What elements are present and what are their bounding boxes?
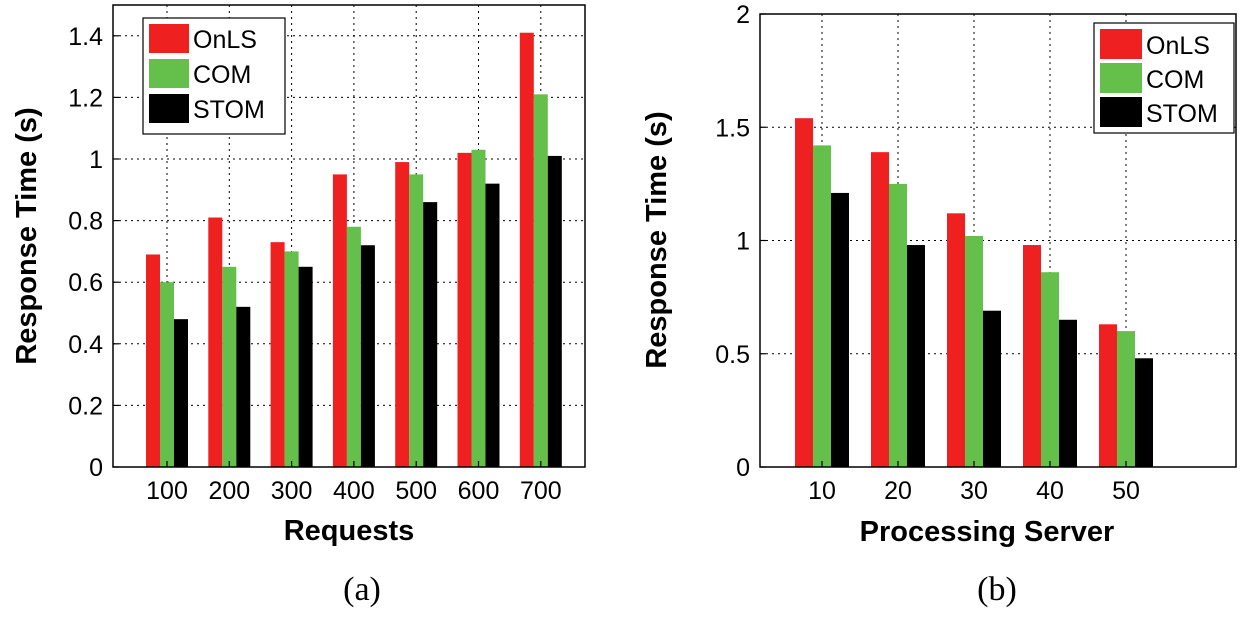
chart-a-legend-label-onls: OnLS bbox=[193, 26, 257, 54]
chart-a-bar-stom bbox=[236, 306, 251, 467]
chart-a-ytick-label: 0.4 bbox=[68, 331, 103, 359]
chart-a-bar-com bbox=[222, 266, 237, 467]
chart-b-bar-com bbox=[889, 183, 907, 467]
chart-a-ytick-label: 0.8 bbox=[68, 208, 103, 236]
chart-a-bar-onls bbox=[457, 152, 472, 467]
chart-b-ytick-label: 2 bbox=[736, 1, 750, 29]
chart-a-xtick-label: 500 bbox=[395, 477, 437, 505]
chart-a-bar-onls bbox=[146, 254, 160, 467]
chart-b-bar-onls bbox=[795, 118, 813, 467]
chart-a-ytick-label: 1.4 bbox=[68, 23, 103, 51]
chart-a-ylabel: Response Time (s) bbox=[11, 107, 43, 364]
chart-a-bar-com bbox=[284, 251, 299, 467]
chart-a-bar-onls bbox=[395, 162, 410, 467]
chart-b-caption: (b) bbox=[977, 571, 1017, 608]
chart-a-bar-com bbox=[346, 226, 361, 467]
chart-b-xlabel: Processing Server bbox=[860, 516, 1115, 548]
chart-a-bar-onls bbox=[270, 242, 285, 467]
chart-a-legend-swatch-onls bbox=[149, 24, 189, 53]
chart-a-bar-stom bbox=[485, 183, 500, 467]
chart-a-bar-onls bbox=[208, 217, 223, 467]
chart-a-legend-swatch-com bbox=[149, 59, 189, 88]
chart-b-xtick-label: 20 bbox=[884, 477, 912, 505]
chart-b-bar-stom bbox=[831, 192, 849, 467]
chart-b-legend-label-onls: OnLS bbox=[1146, 32, 1210, 60]
chart-a-legend-label-com: COM bbox=[193, 61, 251, 89]
chart-b: 0 0.5 1 1.5 2 10 20 30 40 50 OnLS COM STOM Response… bbox=[641, 1, 1237, 608]
chart-b-legend: OnLS COM STOM bbox=[1093, 22, 1235, 134]
chart-b-ytick-label: 1 bbox=[736, 228, 750, 256]
chart-a-xlabel: Requests bbox=[284, 515, 415, 547]
chart-b-bar-onls bbox=[1023, 245, 1041, 467]
chart-b-xtick-label: 30 bbox=[960, 477, 988, 505]
chart-a-xtick-label: 100 bbox=[146, 477, 188, 505]
chart-a-xtick-label: 200 bbox=[208, 477, 250, 505]
chart-b-bar-com bbox=[1117, 331, 1135, 467]
chart-b-bar-com bbox=[965, 235, 983, 467]
chart-a-legend-label-stom: STOM bbox=[193, 96, 265, 124]
chart-b-legend-swatch-com bbox=[1100, 63, 1142, 93]
chart-b-ytick-label: 0.5 bbox=[715, 341, 750, 369]
chart-a-legend-swatch-stom bbox=[149, 94, 189, 123]
chart-b-bar-com bbox=[813, 145, 831, 467]
chart-a-xtick-label: 600 bbox=[458, 477, 500, 505]
chart-a-bar-com bbox=[533, 94, 548, 467]
chart-b-legend-label-com: COM bbox=[1146, 66, 1204, 94]
chart-a-bars bbox=[146, 32, 562, 468]
chart-b-xtick-label: 50 bbox=[1112, 477, 1140, 505]
chart-a-bar-com bbox=[409, 174, 424, 467]
chart-a-bar-stom bbox=[298, 266, 313, 467]
chart-a-bar-com bbox=[160, 282, 174, 467]
chart-a-xtick-label: 300 bbox=[271, 477, 313, 505]
chart-a-bar-onls bbox=[519, 32, 534, 467]
chart-b-bar-stom bbox=[907, 245, 925, 467]
chart-a-bar-stom bbox=[174, 319, 188, 467]
chart-b-legend-swatch-stom bbox=[1100, 97, 1142, 127]
chart-a-ytick-label: 0 bbox=[89, 454, 103, 482]
chart-b-bar-stom bbox=[1135, 358, 1153, 467]
chart-b-ytick-label: 0 bbox=[736, 454, 750, 482]
chart-b-bar-onls bbox=[1099, 324, 1117, 467]
chart-b-ylabel: Response Time (s) bbox=[641, 111, 673, 368]
chart-a-ytick-label: 1.2 bbox=[68, 84, 103, 112]
chart-b-legend-swatch-onls bbox=[1100, 29, 1142, 59]
chart-b-xtick-label: 10 bbox=[808, 477, 836, 505]
chart-b-xtick-label: 40 bbox=[1036, 477, 1064, 505]
chart-a-bar-com bbox=[471, 149, 486, 467]
chart-b-bar-stom bbox=[983, 310, 1001, 467]
chart-a: 0 0.2 0.4 0.6 0.8 1 1.2 1.4 100 200 300 400 500 600 70… bbox=[11, 4, 586, 608]
chart-b-ytick-label: 1.5 bbox=[715, 114, 750, 142]
chart-a-bar-onls bbox=[332, 174, 347, 467]
chart-a-xtick-label: 400 bbox=[333, 477, 375, 505]
chart-a-frame bbox=[112, 4, 586, 468]
chart-b-bars bbox=[795, 118, 1153, 468]
chart-b-legend-label-stom: STOM bbox=[1146, 100, 1218, 128]
chart-a-ytick-label: 0.2 bbox=[68, 392, 103, 420]
chart-a-caption: (a) bbox=[343, 571, 381, 608]
chart-a-bar-stom bbox=[423, 202, 438, 467]
chart-b-bar-onls bbox=[947, 213, 965, 467]
chart-b-bar-com bbox=[1041, 272, 1059, 467]
chart-b-bar-onls bbox=[871, 152, 889, 468]
chart-a-xtick-label: 700 bbox=[520, 477, 562, 505]
chart-a-ticks: 0 0.2 0.4 0.6 0.8 1 1.2 1.4 100 200 300 400 500 600 70… bbox=[68, 23, 561, 505]
chart-a-ytick-label: 0.6 bbox=[68, 269, 103, 297]
chart-a-bar-stom bbox=[360, 245, 375, 467]
chart-a-legend: OnLS COM STOM bbox=[142, 17, 286, 135]
chart-b-ticks: 0 0.5 1 1.5 2 10 20 30 40 50 bbox=[715, 1, 1140, 505]
chart-a-bar-stom bbox=[547, 155, 562, 468]
chart-a-ytick-label: 1 bbox=[89, 146, 103, 174]
chart-b-bar-stom bbox=[1059, 319, 1077, 467]
